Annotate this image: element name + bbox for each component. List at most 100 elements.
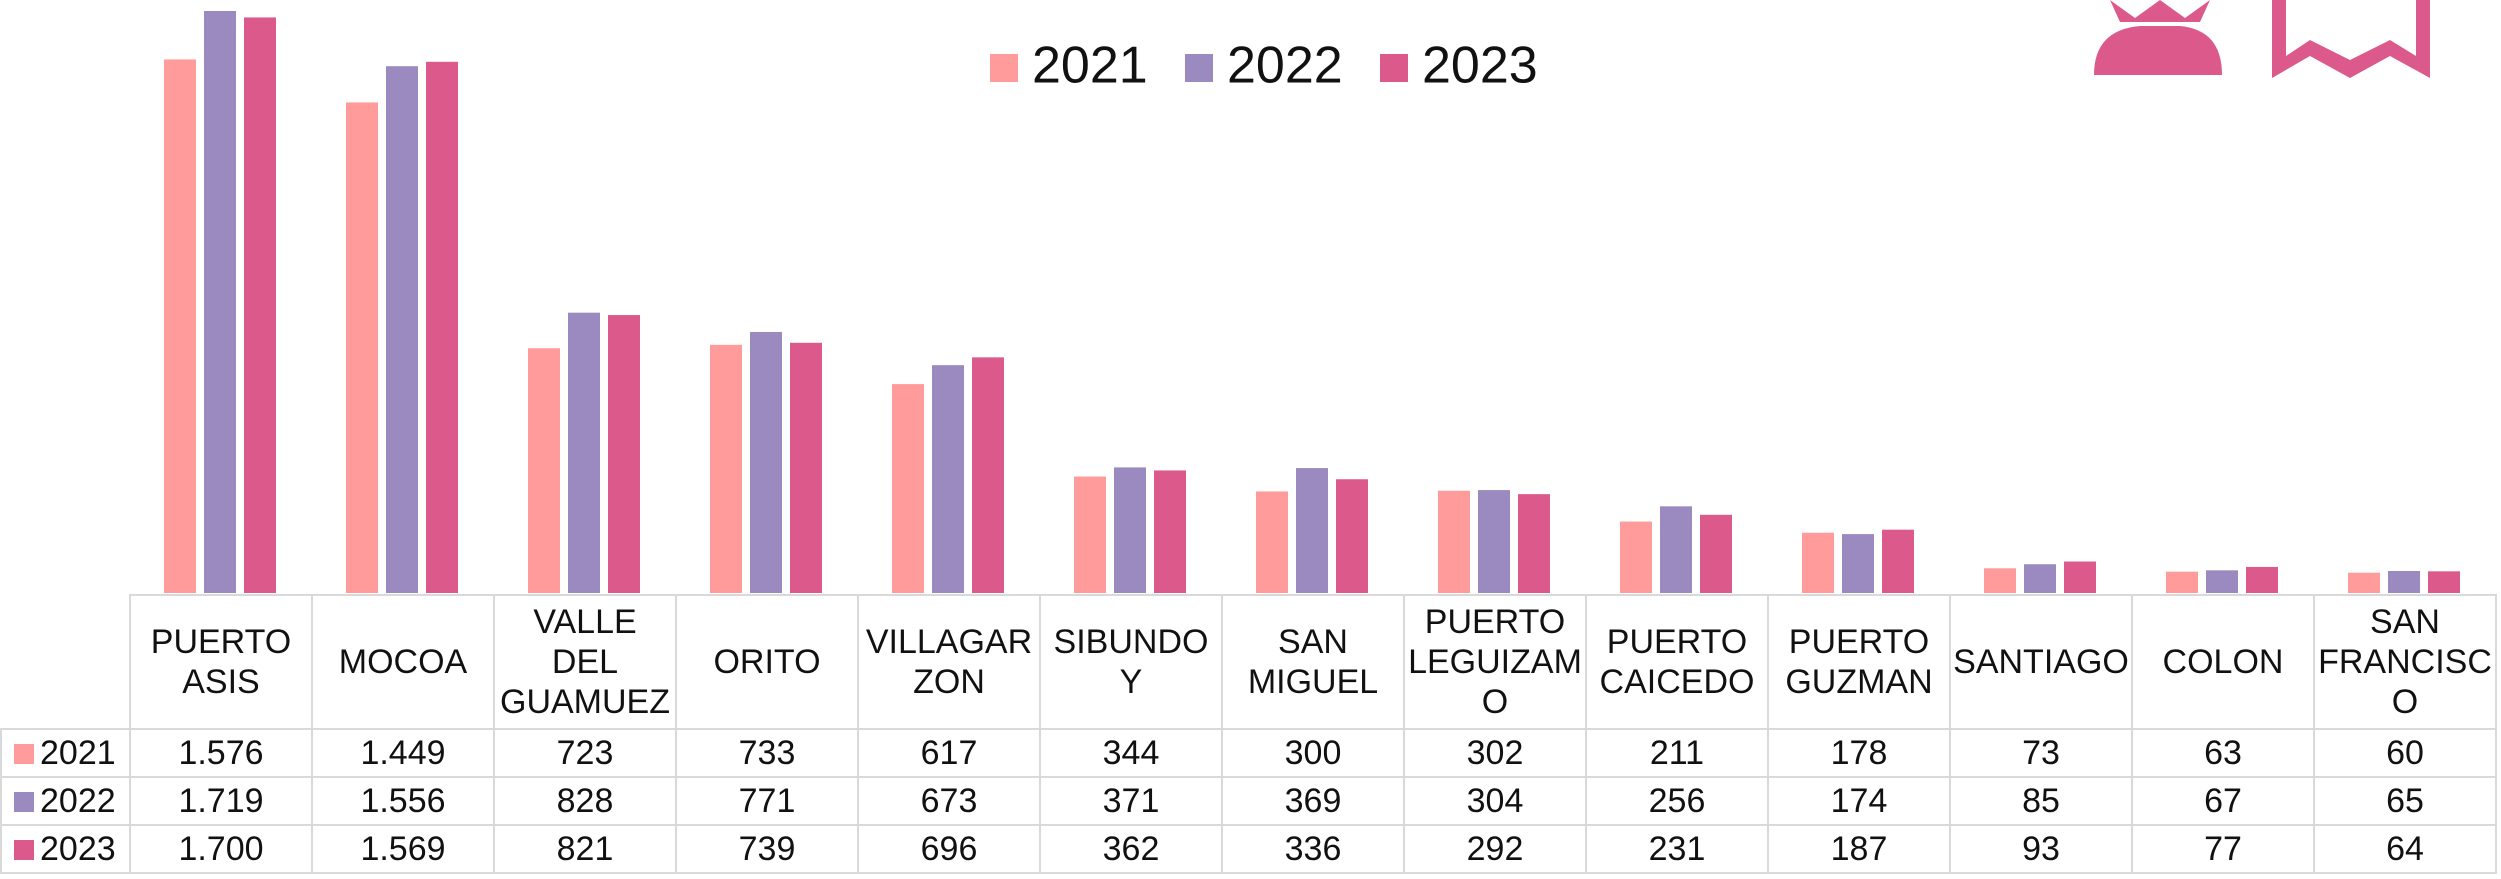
value-cell: 733 [675,728,859,778]
bar [1336,479,1368,593]
value-cell: 1.700 [129,824,313,874]
chart: 2021 2022 2023 [164,0,2460,594]
bar [1478,490,1510,593]
legend-swatch [14,744,34,764]
bar [528,348,560,593]
value-cell: 362 [1039,824,1223,874]
bar [1438,490,1470,593]
bar [426,61,458,593]
bar [568,312,600,593]
legend-label: 2022 [1227,37,1343,95]
value-cell: 300 [1221,728,1405,778]
bar [1984,568,2016,593]
category-label: PUERTO CAICEDO [1585,594,1769,730]
bar [932,365,964,593]
value-cell: 617 [857,728,1041,778]
category-label: VILLAGARZON [857,594,1041,730]
value-cell: 211 [1585,728,1769,778]
value-cell: 1.556 [311,776,495,826]
bar [2064,561,2096,593]
legend-swatch [1380,54,1408,82]
value-cell: 344 [1039,728,1223,778]
value-cell: 178 [1767,728,1951,778]
row-header: 2022 [0,776,131,826]
value-cell: 302 [1403,728,1587,778]
value-cell: 60 [2313,728,2497,778]
value-cell: 369 [1221,776,1405,826]
bar [346,102,378,594]
icons [2094,0,2430,78]
series-label: 2023 [40,830,116,868]
value-cell: 63 [2131,728,2315,778]
value-cell: 64 [2313,824,2497,874]
value-cell: 174 [1767,776,1951,826]
bar [1296,468,1328,593]
value-cell: 739 [675,824,859,874]
bar [750,331,782,593]
value-cell: 336 [1221,824,1405,874]
map-icon [2272,0,2430,78]
legend-label: 2021 [1032,37,1148,95]
data-row: 2023 1.700 1.569 821 739 696 362 336 292 231 187 93… [0,824,2497,874]
bar [386,66,418,593]
value-cell: 93 [1949,824,2133,874]
series-label: 2022 [40,782,116,820]
bar [1154,470,1186,593]
value-cell: 828 [493,776,677,826]
bar [2388,570,2420,593]
legend-swatch [14,840,34,860]
bar [1842,534,1874,593]
row-header: 2023 [0,824,131,874]
series-label: 2021 [40,734,116,772]
value-cell: 85 [1949,776,2133,826]
bar [1620,521,1652,593]
value-cell: 187 [1767,824,1951,874]
category-label: PUERTO ASIS [129,594,313,730]
bar [1700,514,1732,593]
person-icon [2094,26,2222,75]
value-cell: 292 [1403,824,1587,874]
value-cell: 696 [857,824,1041,874]
legend-swatch [990,54,1018,82]
bar [608,315,640,593]
value-cell: 1.449 [311,728,495,778]
bar [1882,529,1914,593]
category-label: ORITO [675,594,859,730]
bar [1802,532,1834,593]
category-label: SAN MIGUEL [1221,594,1405,730]
bar [244,17,276,594]
value-cell: 77 [2131,824,2315,874]
bow-icon [2110,0,2210,22]
category-label: PUERTO LEGUIZAMO [1403,594,1587,730]
category-label: COLON [2131,594,2315,730]
category-label: SAN FRANCISCO [2313,594,2497,730]
bar [710,344,742,593]
data-table: PUERTO ASIS MOCOA VALLE DEL GUAMUEZ ORITO VI… [0,594,2497,874]
bar [204,11,236,593]
bar [164,59,196,594]
bar [2206,570,2238,593]
header-row: PUERTO ASIS MOCOA VALLE DEL GUAMUEZ ORITO VI… [1,594,2497,730]
value-cell: 821 [493,824,677,874]
bar [1114,467,1146,593]
bar [2166,571,2198,593]
value-cell: 304 [1403,776,1587,826]
value-cell: 673 [857,776,1041,826]
legend-label: 2023 [1422,37,1538,95]
category-label: VALLE DEL GUAMUEZ [493,594,677,730]
bar [2348,572,2380,593]
bar [790,342,822,593]
corner [1,595,130,729]
value-cell: 231 [1585,824,1769,874]
bar [972,357,1004,593]
data-row: 2021 1.576 1.449 723 733 617 344 300 302 211 178 73… [0,728,2497,778]
bar [1518,494,1550,593]
value-cell: 65 [2313,776,2497,826]
category-label: MOCOA [311,594,495,730]
row-header: 2021 [0,728,131,778]
bar [1074,476,1106,593]
bar [2246,566,2278,593]
value-cell: 256 [1585,776,1769,826]
category-label: SANTIAGO [1949,594,2133,730]
